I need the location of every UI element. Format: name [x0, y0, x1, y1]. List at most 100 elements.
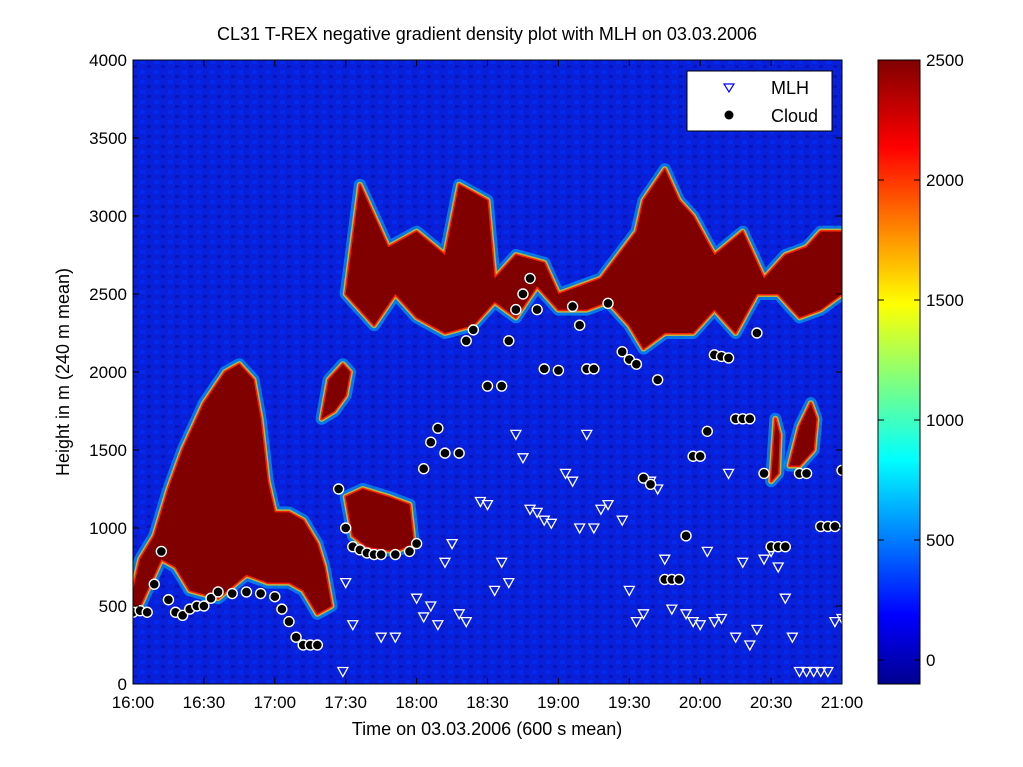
y-tick-label: 0 — [118, 675, 127, 694]
mlh-point — [502, 577, 515, 589]
cloud-point — [538, 363, 550, 375]
mlh-point — [389, 632, 402, 644]
mlh-point — [601, 499, 615, 511]
mlh-point — [339, 577, 352, 589]
mlh-point — [651, 484, 664, 496]
y-axis-label: Height in m (240 m mean) — [53, 268, 73, 476]
mlh-point — [424, 601, 437, 613]
mlh-point — [375, 632, 388, 644]
mlh-point — [417, 612, 430, 624]
colorbar-tick-label: 0 — [926, 651, 935, 670]
mlh-point — [336, 666, 349, 678]
mlh-point — [488, 585, 501, 597]
x-tick-label: 16:30 — [183, 693, 226, 712]
mlh-point — [701, 546, 714, 558]
mlh-point — [431, 620, 444, 632]
mlh-point — [495, 557, 508, 569]
cloud-point — [389, 548, 402, 561]
cloud-point — [779, 541, 791, 553]
cloud-point — [503, 335, 515, 347]
x-tick-label: 17:30 — [324, 693, 367, 712]
chart-title: CL31 T-REX negative gradient density plo… — [217, 24, 757, 44]
heatmap-background — [133, 60, 842, 684]
cloud-point — [588, 363, 600, 375]
cloud-point — [495, 380, 508, 392]
legend-cloud-label: Cloud — [771, 106, 818, 126]
cloud-point — [531, 303, 543, 316]
cloud-point — [283, 615, 295, 628]
x-tick-label: 20:30 — [750, 693, 793, 712]
density-region — [321, 364, 350, 419]
cloud-point — [467, 324, 480, 336]
x-tick-label: 19:30 — [608, 693, 651, 712]
density-region — [133, 364, 332, 614]
y-tick-label: 2000 — [89, 363, 127, 382]
cloud-point — [410, 537, 423, 550]
cloud-point — [340, 522, 352, 534]
mlh-point — [616, 515, 629, 527]
cloud-point — [524, 272, 536, 285]
mlh-point — [729, 632, 742, 644]
density-region — [345, 489, 414, 552]
colorbar-tick-label: 1500 — [926, 291, 964, 310]
mlh-point — [772, 562, 785, 574]
mlh-point — [445, 538, 459, 550]
mlh-point — [516, 453, 530, 465]
mlh-point — [779, 593, 792, 605]
y-tick-label: 1500 — [89, 441, 127, 460]
legend-cloud-marker-icon — [724, 110, 734, 120]
mlh-point — [828, 616, 842, 628]
y-tick-label: 500 — [99, 597, 127, 616]
mlh-point — [580, 429, 593, 441]
mlh-point — [800, 666, 813, 678]
x-axis: 16:00 16:30 17:00 17:30 18:00 18:30 19:00 19:30… — [112, 60, 863, 712]
density-region — [771, 418, 780, 482]
cloud-point — [644, 478, 657, 491]
mlh-point — [460, 616, 473, 628]
cloud-point — [269, 590, 281, 603]
x-tick-label: 16:00 — [112, 693, 155, 712]
mlh-point — [743, 640, 756, 652]
density-region — [345, 169, 842, 349]
y-tick-label: 3500 — [89, 129, 127, 148]
mlh-point — [708, 616, 721, 628]
mlh-point — [481, 499, 494, 511]
x-tick-label: 20:00 — [679, 693, 722, 712]
cloud-point — [602, 297, 614, 310]
cloud-point — [198, 600, 210, 612]
cloud-point — [616, 346, 628, 358]
cloud-point — [311, 639, 324, 651]
cloud-point — [701, 425, 713, 437]
colorbar-tick-label: 2000 — [926, 171, 964, 190]
cloud-point — [226, 587, 238, 600]
cloud-point — [630, 358, 643, 370]
mlh-point — [807, 666, 820, 678]
mlh-point — [814, 666, 827, 678]
x-tick-label: 17:00 — [254, 693, 297, 712]
x-axis-label: Time on 03.03.2006 (600 s mean) — [352, 719, 623, 739]
y-tick-label: 2500 — [89, 285, 127, 304]
cloud-point — [155, 545, 168, 558]
cloud-point — [290, 631, 302, 643]
mlh-point — [694, 620, 707, 632]
mlh-point — [835, 613, 842, 625]
colorbar-tick-label: 2500 — [926, 51, 964, 70]
colorbar: 0 500 1000 1500 2000 2500 — [877, 51, 964, 685]
cloud-point — [573, 319, 586, 331]
cloud-point — [205, 592, 217, 604]
mlh-point — [587, 523, 600, 535]
mlh-point — [545, 518, 558, 530]
cloud-point — [510, 303, 522, 316]
cloud-point — [680, 530, 692, 542]
cloud-point — [176, 609, 189, 622]
mlh-point — [658, 554, 671, 566]
x-tick-label: 18:00 — [395, 693, 438, 712]
y-tick-label: 1000 — [89, 519, 127, 538]
cloud-point — [254, 587, 267, 600]
mlh-point — [736, 557, 749, 569]
cloud-point — [836, 464, 842, 476]
plot-area — [133, 60, 842, 684]
cloud-point — [829, 520, 841, 533]
y-axis: 0 500 1000 1500 2000 2500 3000 3500 4000 — [89, 51, 842, 694]
